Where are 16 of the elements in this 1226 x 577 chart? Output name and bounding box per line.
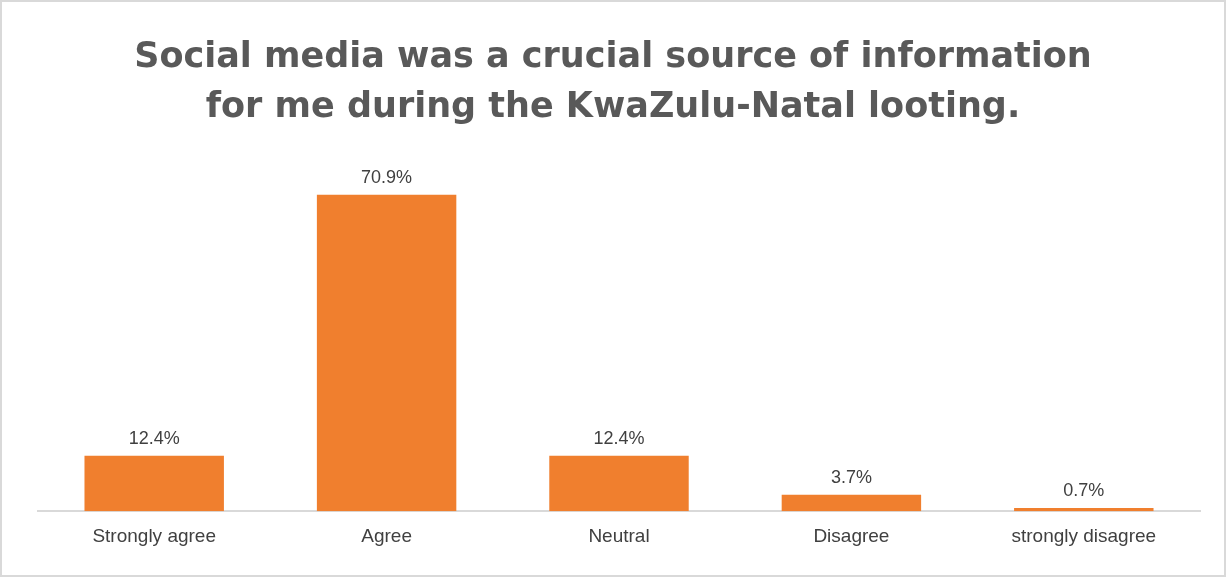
x-tick-label: Strongly agree	[92, 524, 216, 546]
bar	[781, 494, 922, 512]
bar	[549, 455, 689, 512]
bar	[1014, 508, 1154, 512]
data-label: 12.4%	[593, 427, 645, 448]
bar	[84, 455, 224, 512]
x-tick-label: Agree	[361, 524, 412, 546]
data-label: 3.7%	[830, 466, 872, 487]
x-tick-label: strongly disagree	[1011, 524, 1157, 546]
data-label: 0.7%	[1063, 480, 1105, 501]
x-tick-label: Disagree	[813, 524, 890, 546]
x-tick-label: Neutral	[588, 524, 650, 546]
data-label: 70.9%	[361, 166, 413, 187]
data-label: 12.4%	[128, 427, 180, 448]
chart-title: Social media was a crucial source of information for me during the KwaZulu-Natal looting.	[133, 34, 1093, 127]
bar	[316, 194, 457, 512]
